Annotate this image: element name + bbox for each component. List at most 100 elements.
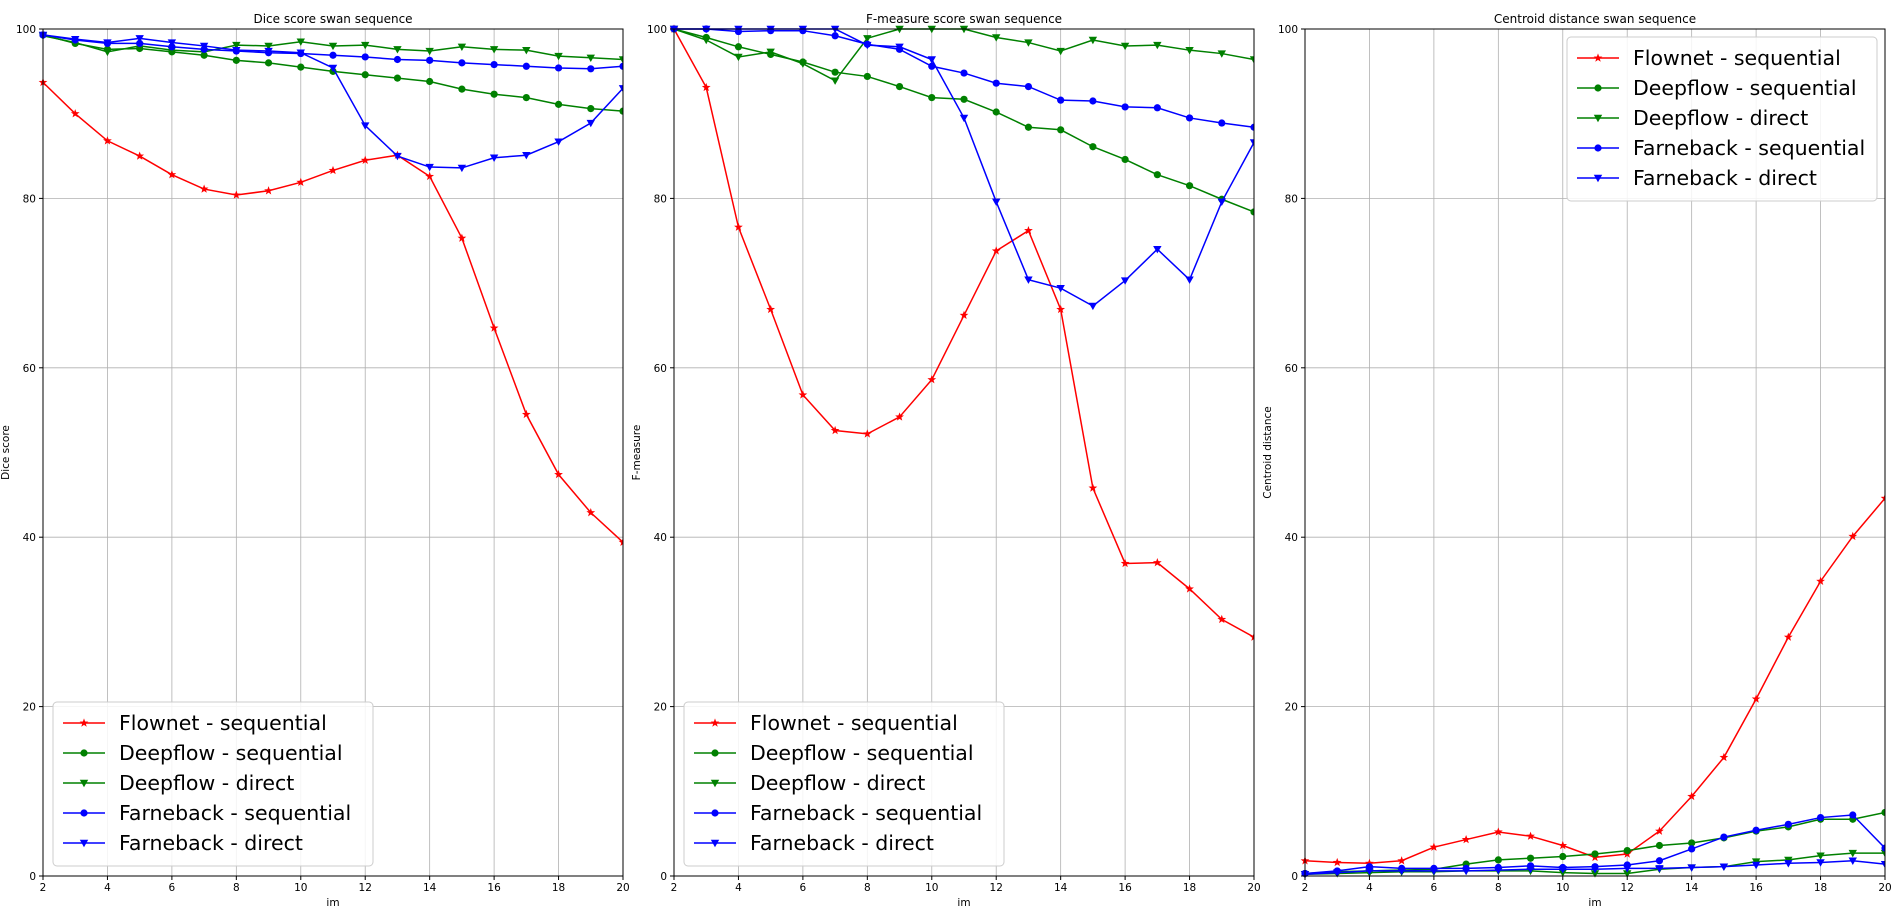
y-tick-label: 40 <box>654 532 667 544</box>
y-tick-label: 0 <box>660 871 667 883</box>
data-point <box>1153 41 1162 50</box>
x-tick-label: 16 <box>1118 882 1132 894</box>
data-point <box>328 165 338 175</box>
data-point <box>1494 856 1502 864</box>
data-point <box>831 68 839 76</box>
data-point <box>1880 493 1885 502</box>
data-point <box>458 85 466 93</box>
x-tick-label: 12 <box>359 882 372 894</box>
data-point <box>1655 865 1664 873</box>
y-tick-label: 40 <box>23 532 36 544</box>
data-point <box>766 304 776 314</box>
data-point <box>1849 811 1857 819</box>
data-point <box>426 77 434 86</box>
x-axis-label: im <box>326 897 339 909</box>
data-point <box>927 56 936 64</box>
y-tick-label: 60 <box>23 363 36 375</box>
data-point <box>71 35 80 44</box>
data-point <box>1185 114 1194 122</box>
data-point <box>619 107 623 115</box>
x-tick-label: 14 <box>1054 882 1068 894</box>
data-point <box>135 151 145 160</box>
plot-frame <box>42 28 624 877</box>
data-point <box>1719 752 1729 762</box>
data-point <box>959 310 969 320</box>
data-point <box>1185 182 1194 190</box>
x-tick-label: 4 <box>1366 882 1373 894</box>
data-point <box>393 55 402 64</box>
data-point <box>960 95 968 103</box>
data-point <box>586 54 595 62</box>
data-point <box>554 64 563 72</box>
data-point <box>960 69 968 77</box>
legend-entry: Farneback - direct <box>1633 166 1817 190</box>
x-tick-label: 8 <box>1495 882 1502 894</box>
data-point <box>522 152 531 160</box>
data-point <box>1088 302 1098 311</box>
chart-title: Centroid distance swan sequence <box>1494 12 1696 26</box>
data-point <box>1526 854 1535 862</box>
legend-entry: Deepflow - sequential <box>1633 76 1857 100</box>
data-point <box>992 198 1001 206</box>
legend-swatch-marker <box>80 809 88 817</box>
x-tick-label: 20 <box>616 882 629 894</box>
legend: Flownet - sequential Deepflow - sequentia… <box>683 701 1005 867</box>
data-point <box>992 108 1000 116</box>
y-tick-label: 40 <box>1285 532 1298 544</box>
data-point <box>1461 834 1471 844</box>
data-point <box>489 323 499 332</box>
data-point <box>296 49 305 57</box>
data-point <box>1751 861 1761 870</box>
data-point <box>1250 208 1254 216</box>
data-point <box>361 53 369 61</box>
data-point <box>490 60 498 69</box>
x-axis-label: im <box>957 897 970 909</box>
data-point <box>1185 584 1194 593</box>
x-tick-label: 10 <box>1556 882 1569 894</box>
data-point <box>1816 852 1825 860</box>
data-point <box>1558 840 1568 850</box>
series-group <box>1300 493 1885 879</box>
data-point <box>329 51 337 59</box>
legend: Flownet - sequential Deepflow - sequentia… <box>1566 36 1878 202</box>
data-point <box>328 64 338 73</box>
x-tick-label: 4 <box>735 882 742 894</box>
data-point <box>425 163 434 172</box>
legend-box <box>683 701 1005 867</box>
data-point <box>1559 852 1567 861</box>
x-tick-label: 6 <box>169 882 176 894</box>
legend-entry: Farneback - sequential <box>119 801 351 825</box>
data-point <box>766 48 775 57</box>
data-point <box>199 184 209 193</box>
data-point <box>586 508 596 517</box>
data-point <box>457 164 467 173</box>
data-point <box>702 36 711 45</box>
data-point <box>1655 841 1664 850</box>
y-tick-label: 100 <box>647 24 667 36</box>
series-group <box>669 24 1254 641</box>
plot-frame <box>1304 28 1886 877</box>
data-point <box>1429 867 1439 876</box>
legend-swatch-marker <box>710 779 720 788</box>
data-point <box>1687 864 1696 872</box>
data-point <box>1688 839 1696 847</box>
data-point <box>1089 97 1097 105</box>
series-group <box>38 31 623 546</box>
data-point <box>863 35 872 43</box>
data-point <box>457 233 467 242</box>
data-point <box>1719 863 1729 871</box>
data-point <box>1089 143 1097 151</box>
data-point <box>393 74 402 82</box>
legend-entry: Farneback - direct <box>119 831 303 855</box>
y-tick-label: 20 <box>654 702 667 714</box>
data-point <box>1784 820 1792 828</box>
data-point <box>1688 845 1696 853</box>
x-tick-label: 6 <box>800 882 807 894</box>
data-point <box>1088 36 1098 45</box>
data-point <box>1249 56 1254 64</box>
data-point <box>296 177 306 187</box>
y-tick-label: 0 <box>29 871 36 883</box>
data-point <box>393 46 402 54</box>
data-point <box>1784 860 1793 868</box>
data-point <box>798 390 808 399</box>
